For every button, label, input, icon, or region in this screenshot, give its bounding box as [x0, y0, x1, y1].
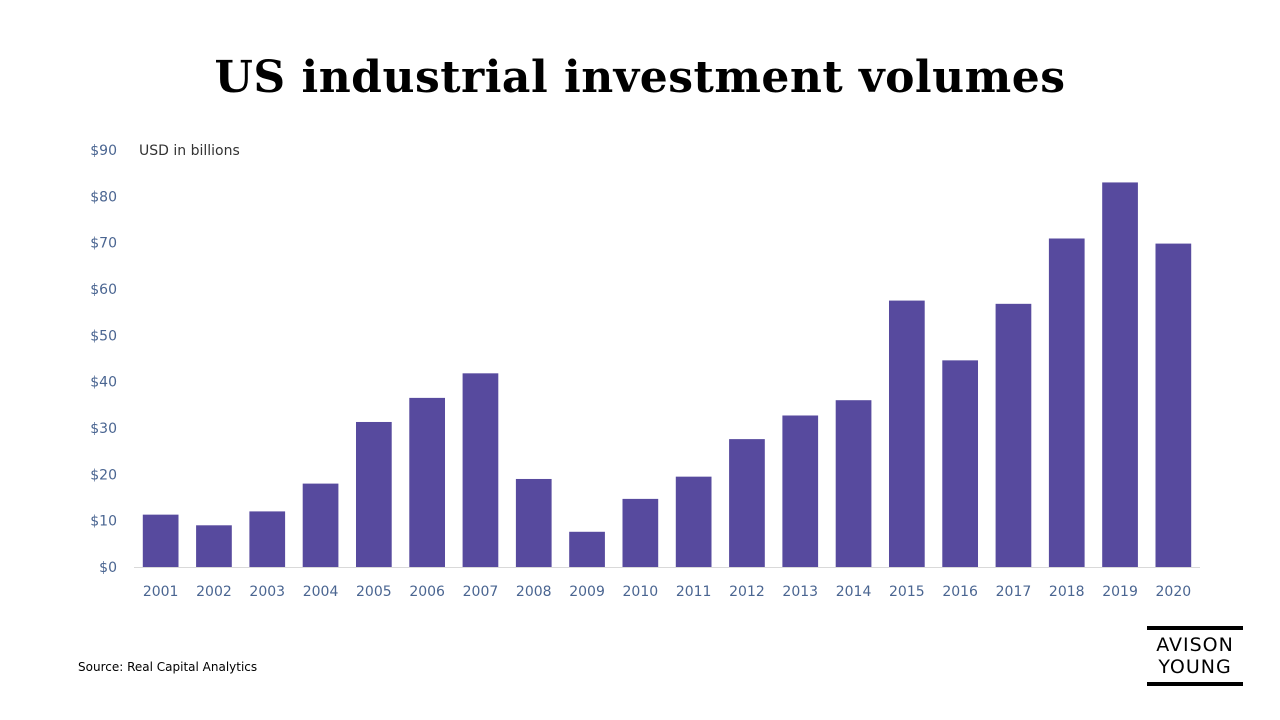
- x-tick-label: 2018: [1049, 584, 1085, 600]
- x-tick-label: 2014: [836, 584, 872, 600]
- bar-2015: [888, 300, 925, 567]
- x-tick-label: 2006: [409, 584, 445, 600]
- y-tick-label: $60: [90, 282, 117, 298]
- x-tick-label: 2001: [143, 584, 179, 600]
- bar-2017: [995, 303, 1032, 567]
- y-tick-label: $50: [90, 328, 117, 344]
- x-tick-label: 2011: [676, 584, 712, 600]
- y-tick-label: $40: [90, 375, 117, 391]
- y-tick-label: $90: [90, 143, 117, 159]
- bar-2003: [249, 511, 286, 567]
- x-tick-label: 2002: [196, 584, 232, 600]
- y-tick-label: $0: [99, 560, 117, 576]
- bar-2013: [782, 415, 819, 567]
- y-tick-label: $20: [90, 467, 117, 483]
- y-tick-label: $10: [90, 514, 117, 530]
- bar-2016: [942, 360, 979, 567]
- bar-2001: [142, 514, 179, 567]
- x-tick-label: 2003: [249, 584, 285, 600]
- x-tick-label: 2012: [729, 584, 765, 600]
- bar-2007: [462, 373, 499, 567]
- x-tick-label: 2019: [1102, 584, 1138, 600]
- bar-2006: [409, 397, 446, 567]
- x-tick-label: 2005: [356, 584, 392, 600]
- x-tick-label: 2009: [569, 584, 605, 600]
- x-tick-label: 2015: [889, 584, 925, 600]
- x-tick-label: 2004: [303, 584, 339, 600]
- x-tick-label: 2008: [516, 584, 552, 600]
- logo-line-1: AVISON: [1156, 634, 1234, 656]
- bar-2009: [569, 531, 605, 567]
- y-axis-label: USD in billions: [139, 143, 240, 159]
- y-tick-label: $30: [90, 421, 117, 437]
- bar-2019: [1102, 182, 1138, 567]
- bar-2008: [515, 478, 552, 567]
- x-tick-label: 2010: [623, 584, 659, 600]
- bar-2004: [302, 483, 339, 567]
- source-note: Source: Real Capital Analytics: [78, 660, 258, 674]
- bar-2014: [835, 400, 872, 567]
- x-tick-label: 2017: [996, 584, 1032, 600]
- bar-2020: [1155, 243, 1192, 568]
- bar-2010: [622, 498, 659, 567]
- bar-2018: [1048, 238, 1085, 567]
- y-tick-label: $70: [90, 236, 117, 252]
- avison-young-logo: AVISON YOUNG: [1147, 626, 1243, 686]
- bar-2011: [675, 476, 712, 567]
- x-tick-label: 2013: [782, 584, 818, 600]
- x-tick-label: 2016: [942, 584, 978, 600]
- bar-2012: [729, 439, 765, 567]
- x-tick-label: 2020: [1156, 584, 1192, 600]
- x-tick-label: 2007: [463, 584, 499, 600]
- logo-line-2: YOUNG: [1158, 656, 1232, 678]
- chart-title: US industrial investment volumes: [214, 52, 1066, 103]
- bar-2002: [196, 525, 232, 567]
- y-tick-label: $80: [90, 189, 117, 205]
- bar-2005: [355, 421, 392, 567]
